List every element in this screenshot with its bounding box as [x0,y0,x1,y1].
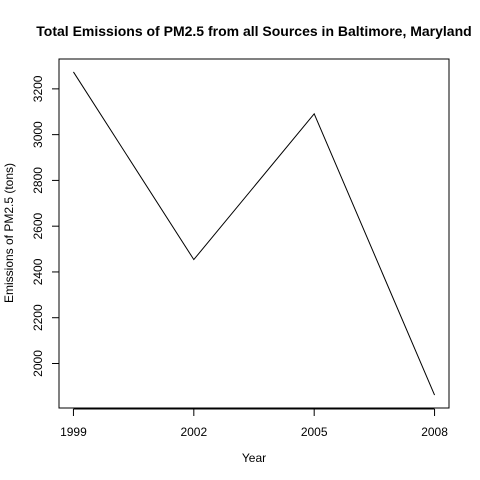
y-tick-label: 3000 [31,121,45,148]
y-tick-label: 3200 [31,75,45,102]
y-tick-label: 2200 [31,304,45,331]
y-tick-label: 2600 [31,213,45,240]
y-tick-label: 2400 [31,258,45,285]
x-tick-label: 2005 [301,425,328,439]
x-tick-label: 1999 [60,425,87,439]
x-axis: 1999 2002 2005 2008 [60,408,448,439]
series-layer [73,71,436,396]
y-tick-label: 2800 [31,167,45,194]
chart-title: Total Emissions of PM2.5 from all Source… [36,23,471,39]
x-axis-label: Year [242,451,266,465]
y-tick-label: 2000 [31,350,45,377]
series-line [73,71,436,396]
y-axis: 2000 2200 2400 2600 2800 3000 3200 [31,75,60,377]
x-tick-label: 2002 [180,425,207,439]
y-axis-label: Emissions of PM2.5 (tons) [2,163,16,303]
x-tick-label: 2008 [421,425,448,439]
